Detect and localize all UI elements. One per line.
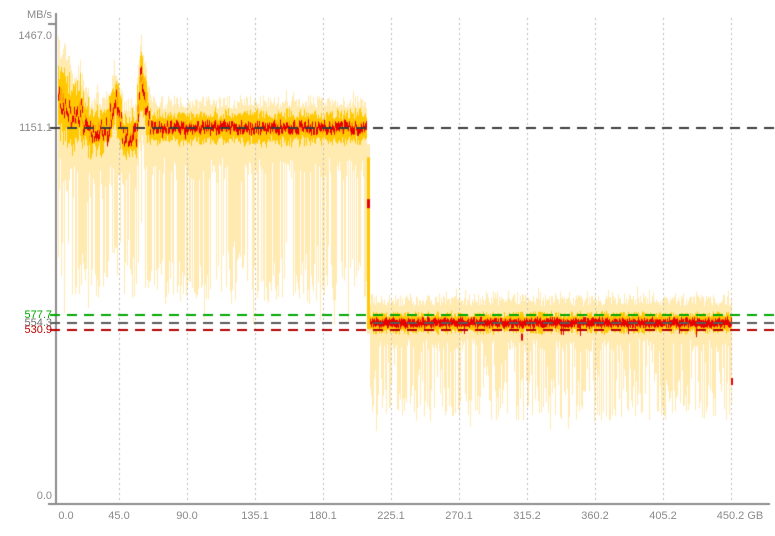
y-axis-label: 577.7: [24, 309, 52, 321]
y-axis-label: 530.9: [24, 324, 52, 336]
x-axis-label: 0.0: [58, 510, 74, 522]
x-axis-label: 45.0: [108, 510, 130, 522]
x-axis-label: 405.2: [649, 510, 677, 522]
x-axis-label: 450.2 GB: [716, 510, 764, 522]
y-axis-label: 1151.1: [19, 122, 52, 134]
y-axis-label: 1467.0: [18, 30, 52, 42]
y-axis-label: 554.3: [24, 317, 52, 329]
y-axis-label: 0.0: [36, 490, 52, 502]
x-axis-label: 135.1: [241, 510, 269, 522]
x-axis-label: 315.2: [513, 510, 541, 522]
x-axis-label: 270.1: [445, 510, 473, 522]
x-axis-label: 225.1: [377, 510, 405, 522]
x-axis-label: 360.2: [581, 510, 609, 522]
y-axis-unit-label: MB/s: [26, 9, 52, 21]
x-axis-label: 180.1: [309, 510, 337, 522]
x-axis-label: 90.0: [176, 510, 198, 522]
